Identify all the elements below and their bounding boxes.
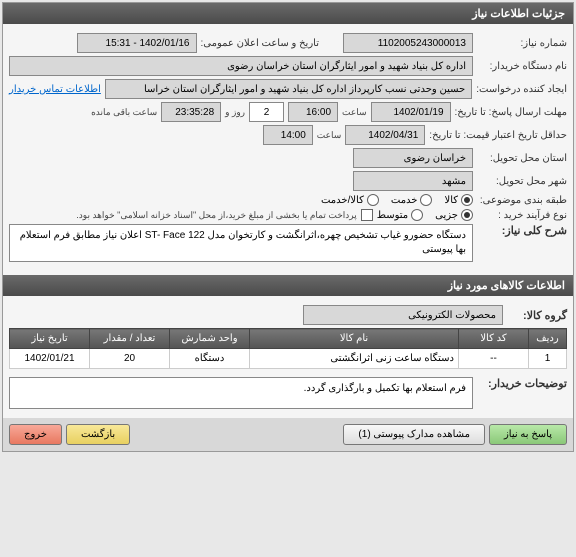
td-date: 1402/01/21 [10, 349, 90, 369]
th-unit: واحد شمارش [170, 329, 250, 349]
attachments-button[interactable]: مشاهده مدارک پیوستی (1) [343, 424, 485, 445]
td-unit: دستگاه [170, 349, 250, 369]
deadline-time-label: ساعت [342, 107, 367, 118]
deadline-days: 2 [249, 102, 284, 122]
buyer-org-value: اداره کل بنیاد شهید و امور ایثارگران است… [9, 56, 473, 76]
radio-partial[interactable]: جزیی [435, 209, 473, 221]
requester-label: ایجاد کننده درخواست: [476, 84, 567, 95]
respond-button[interactable]: پاسخ به نیاز [489, 424, 567, 445]
need-number-value: 1102005243000013 [343, 33, 473, 53]
treasury-note: پرداخت تمام یا بخشی از مبلغ خرید،از محل … [76, 210, 356, 221]
radio-both-label: کالا/خدمت [321, 195, 364, 206]
price-validity-label: حداقل تاریخ اعتبار قیمت: تا تاریخ: [429, 130, 567, 141]
radio-both-icon [367, 194, 379, 206]
radio-medium[interactable]: متوسط [377, 209, 423, 221]
row-city: شهر محل تحویل: مشهد [9, 171, 567, 191]
deadline-days-suffix: روز و [225, 107, 245, 118]
items-table: ردیف کد کالا نام کالا واحد شمارش تعداد /… [9, 328, 567, 369]
row-purchase-type: نوع فرآیند خرید : جزیی متوسط پرداخت تمام… [9, 209, 567, 221]
category-label: طبقه بندی موضوعی: [477, 195, 567, 206]
table-row[interactable]: 1 -- دستگاه ساعت زنی اثرانگشتی دستگاه 20… [10, 349, 567, 369]
requester-value: حسین وحدتی نسب کارپرداز اداره کل بنیاد ش… [105, 79, 472, 99]
row-province: استان محل تحویل: خراسان رضوی [9, 148, 567, 168]
button-row: پاسخ به نیاز مشاهده مدارک پیوستی (1) باز… [3, 418, 573, 451]
deadline-date: 1402/01/19 [371, 102, 451, 122]
row-need-number: شماره نیاز: 1102005243000013 تاریخ و ساع… [9, 33, 567, 53]
purchase-type-label: نوع فرآیند خرید : [477, 210, 567, 221]
price-validity-time-label: ساعت [317, 130, 342, 141]
deadline-remaining-suffix: ساعت باقی مانده [91, 107, 157, 118]
city-label: شهر محل تحویل: [477, 176, 567, 187]
category-radio-group: کالا خدمت کالا/خدمت [321, 194, 473, 206]
row-requester: ایجاد کننده درخواست: حسین وحدتی نسب کارپ… [9, 79, 567, 99]
row-price-validity: حداقل تاریخ اعتبار قیمت: تا تاریخ: 1402/… [9, 125, 567, 145]
radio-service-label: خدمت [391, 195, 418, 206]
panel-body: شماره نیاز: 1102005243000013 تاریخ و ساع… [3, 24, 573, 271]
panel-header: جزئیات اطلاعات نیاز [3, 3, 573, 24]
treasury-checkbox[interactable] [361, 209, 373, 221]
radio-service-icon [420, 194, 432, 206]
province-value: خراسان رضوی [353, 148, 473, 168]
details-panel: جزئیات اطلاعات نیاز شماره نیاز: 11020052… [2, 2, 574, 452]
td-name: دستگاه ساعت زنی اثرانگشتی [250, 349, 459, 369]
city-value: مشهد [353, 171, 473, 191]
product-group-value: محصولات الکترونیکی [303, 305, 503, 325]
radio-partial-label: جزیی [435, 210, 458, 221]
items-panel-title: اطلاعات کالاهای مورد نیاز [448, 280, 565, 292]
price-validity-time: 14:00 [263, 125, 313, 145]
announce-label: تاریخ و ساعت اعلان عمومی: [201, 38, 320, 49]
row-product-group: گروه کالا: محصولات الکترونیکی [9, 305, 567, 325]
td-qty: 20 [90, 349, 170, 369]
deadline-remaining: 23:35:28 [161, 102, 221, 122]
items-panel-header: اطلاعات کالاهای مورد نیاز [3, 275, 573, 296]
items-panel-body: گروه کالا: محصولات الکترونیکی ردیف کد کا… [3, 296, 573, 418]
product-group-label: گروه کالا: [507, 309, 567, 322]
row-buyer-org: نام دستگاه خریدار: اداره کل بنیاد شهید و… [9, 56, 567, 76]
deadline-label: مهلت ارسال پاسخ: تا تاریخ: [455, 107, 567, 118]
radio-goods-label: کالا [444, 195, 458, 206]
th-code: کد کالا [459, 329, 529, 349]
row-buyer-notes: توضیحات خریدار: فرم استعلام بها تکمیل و … [9, 377, 567, 409]
exit-button[interactable]: خروج [9, 424, 62, 445]
th-qty: تعداد / مقدار [90, 329, 170, 349]
th-row: ردیف [529, 329, 567, 349]
row-category: طبقه بندی موضوعی: کالا خدمت کالا/خدمت [9, 194, 567, 206]
desc-label: شرح کلی نیاز: [477, 224, 567, 237]
province-label: استان محل تحویل: [477, 153, 567, 164]
radio-partial-icon [461, 209, 473, 221]
radio-goods[interactable]: کالا [444, 194, 473, 206]
radio-medium-icon [411, 209, 423, 221]
desc-value: دستگاه حضورو غیاب تشخیص چهره،اثرانگشت و … [9, 224, 473, 262]
price-validity-date: 1402/04/31 [345, 125, 425, 145]
radio-service[interactable]: خدمت [391, 194, 433, 206]
row-desc: شرح کلی نیاز: دستگاه حضورو غیاب تشخیص چه… [9, 224, 567, 262]
buyer-org-label: نام دستگاه خریدار: [477, 61, 567, 72]
back-button[interactable]: بازگشت [66, 424, 130, 445]
deadline-time: 16:00 [288, 102, 338, 122]
announce-value: 1402/01/16 - 15:31 [77, 33, 197, 53]
purchase-type-radio-group: جزیی متوسط [377, 209, 473, 221]
radio-goods-icon [461, 194, 473, 206]
radio-both[interactable]: کالا/خدمت [321, 194, 379, 206]
need-number-label: شماره نیاز: [477, 38, 567, 49]
buyer-notes-label: توضیحات خریدار: [477, 377, 567, 390]
panel-title: جزئیات اطلاعات نیاز [472, 8, 565, 20]
row-deadline: مهلت ارسال پاسخ: تا تاریخ: 1402/01/19 سا… [9, 102, 567, 122]
td-row: 1 [529, 349, 567, 369]
buyer-notes-value: فرم استعلام بها تکمیل و بارگذاری گردد. [9, 377, 473, 409]
table-header-row: ردیف کد کالا نام کالا واحد شمارش تعداد /… [10, 329, 567, 349]
th-date: تاریخ نیاز [10, 329, 90, 349]
contact-link[interactable]: اطلاعات تماس خریدار [9, 84, 101, 95]
th-name: نام کالا [250, 329, 459, 349]
td-code: -- [459, 349, 529, 369]
radio-medium-label: متوسط [377, 210, 408, 221]
